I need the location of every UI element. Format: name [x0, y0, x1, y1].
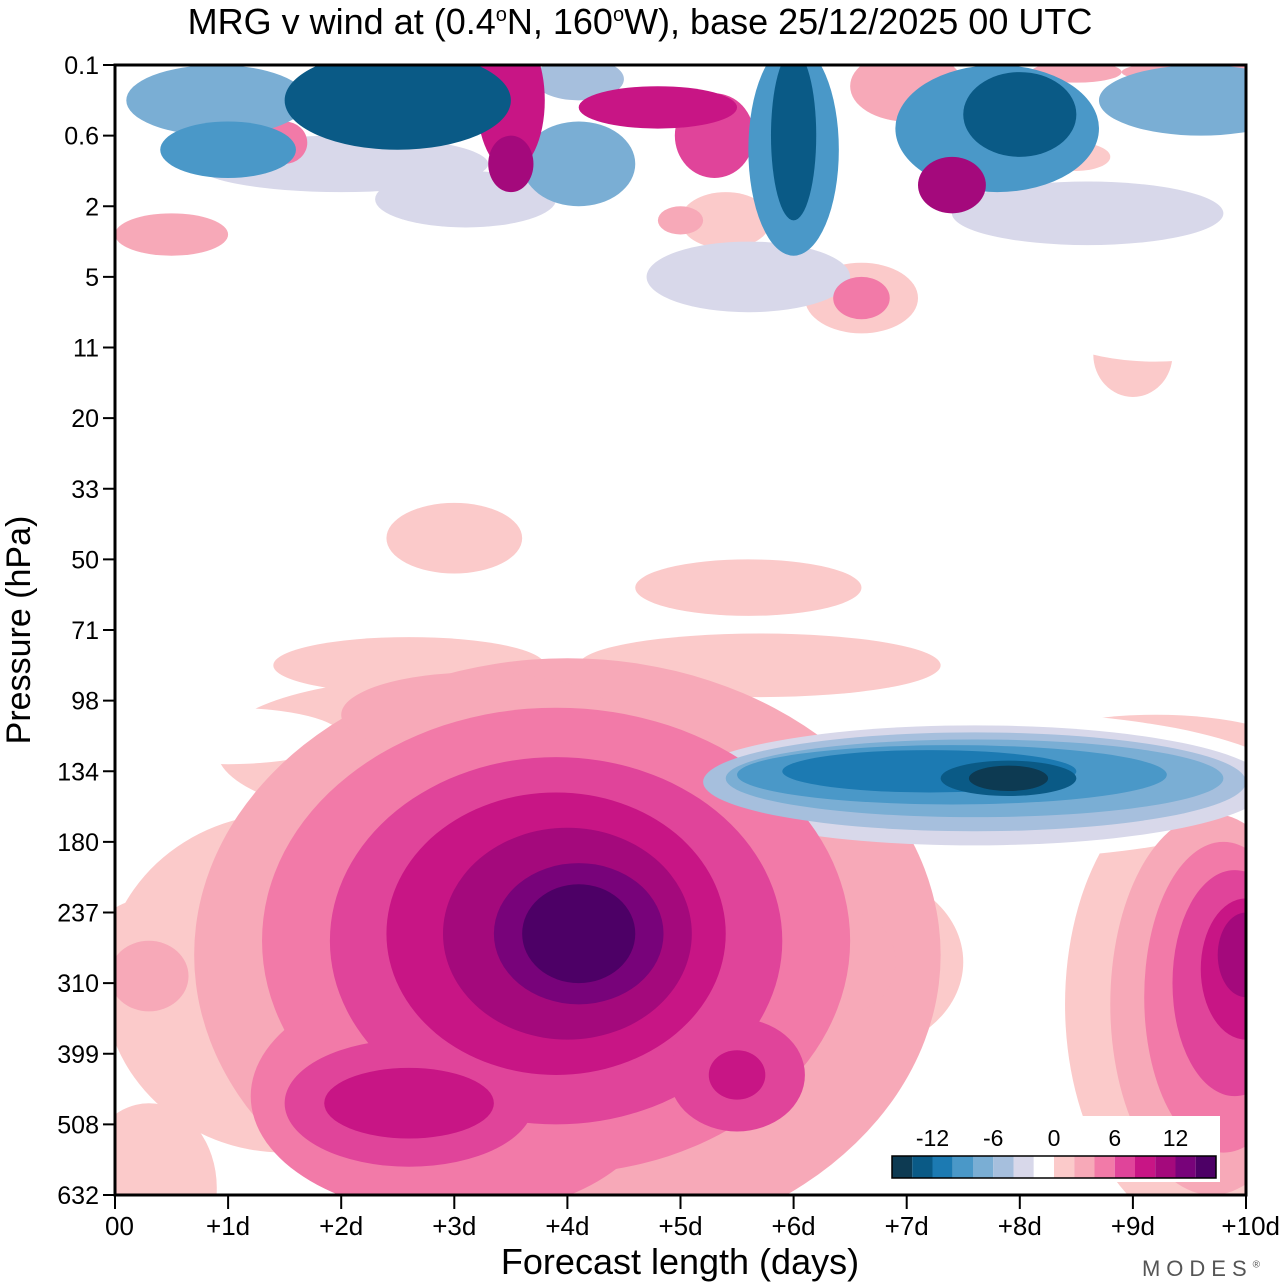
x-tick-label: 00: [105, 1211, 134, 1241]
x-tick-label: +7d: [885, 1211, 929, 1241]
colorbar-swatch: [912, 1156, 933, 1178]
y-tick-label: 0.1: [64, 52, 99, 80]
x-tick-label: +10d: [1221, 1211, 1280, 1241]
colorbar-tick-label: -6: [983, 1125, 1003, 1151]
positive-contour-region: [488, 135, 534, 193]
negative-contour-region: [160, 121, 296, 178]
negative-contour-region: [1099, 65, 1246, 136]
colorbar-tick-label: -12: [916, 1125, 949, 1151]
degree-symbol-2: o: [612, 4, 625, 26]
watermark-mark: ®: [1252, 1259, 1260, 1271]
positive-contour-region: [578, 86, 738, 129]
negative-contour-region: [968, 765, 1049, 792]
negative-contour-region: [963, 72, 1077, 157]
positive-contour-region: [324, 1067, 494, 1139]
colorbar: -12 -6 0 6 12: [888, 1116, 1220, 1182]
positive-contour-region: [657, 206, 704, 235]
title-suffix: W), base 25/12/2025 00 UTC: [624, 1, 1093, 42]
positive-contour-region: [680, 192, 771, 249]
negative-contour-region: [115, 707, 342, 765]
x-tick-label: +9d: [1111, 1211, 1155, 1241]
x-tick-label: +6d: [772, 1211, 816, 1241]
title-prefix: MRG v wind at (0.4: [187, 1, 496, 42]
y-tick-label: 632: [57, 1182, 99, 1210]
x-tick-label: +5d: [658, 1211, 702, 1241]
y-tick-label: 98: [71, 688, 99, 716]
colorbar-swatch: [1094, 1156, 1115, 1178]
modes-watermark: MODES®: [1142, 1256, 1260, 1282]
colorbar-swatch: [993, 1156, 1014, 1178]
y-tick-label: 2: [85, 193, 99, 221]
positive-contour-region: [115, 1103, 217, 1195]
y-tick-label: 33: [71, 476, 99, 504]
colorbar-swatch: [1114, 1156, 1135, 1178]
colorbar-swatch: [1195, 1156, 1216, 1178]
degree-symbol: o: [495, 4, 507, 26]
colorbar-swatch: [1175, 1156, 1196, 1178]
negative-contour-region: [770, 65, 817, 221]
positive-contour-region: [833, 276, 890, 320]
y-tick-label: 71: [71, 617, 99, 645]
x-tick-label: +3d: [432, 1211, 476, 1241]
colorbar-swatch: [1013, 1156, 1034, 1178]
x-tick-label: +8d: [998, 1211, 1042, 1241]
y-tick-label: 399: [57, 1041, 99, 1069]
negative-contour-region: [1042, 276, 1246, 362]
negative-contour-region: [160, 531, 296, 574]
positive-contour-region: [918, 156, 986, 214]
colorbar-tick-label: 6: [1108, 1125, 1121, 1151]
colorbar-swatch: [1033, 1156, 1054, 1178]
positive-contour-region: [522, 884, 636, 984]
y-tick-label: 20: [71, 405, 99, 433]
colorbar-tick-label: 12: [1163, 1125, 1189, 1151]
y-tick-label: 0.6: [64, 123, 99, 151]
negative-contour-region: [126, 65, 308, 136]
y-tick-label: 310: [57, 970, 99, 998]
y-axis-label: Pressure (hPa): [0, 516, 38, 745]
colorbar-swatch: [1155, 1156, 1176, 1178]
y-tick-label: 237: [57, 900, 99, 928]
y-tick-label: 134: [57, 758, 99, 786]
x-tick-label: +1d: [206, 1211, 250, 1241]
x-tick-label: +4d: [545, 1211, 589, 1241]
x-tick-label: +2d: [319, 1211, 363, 1241]
negative-contour-region: [951, 181, 1224, 246]
negative-contour-region: [115, 414, 274, 450]
negative-contour-region: [646, 241, 851, 313]
colorbar-swatch: [932, 1156, 953, 1178]
y-tick-label: 11: [73, 335, 99, 363]
colorbar-tick-label: 0: [1048, 1125, 1061, 1151]
y-axis: 0.1 0.6 2 5 11 20 33 50 71 98 134 180 237 310 399 508 63…: [57, 52, 115, 1210]
colorbar-swatch: [973, 1156, 994, 1178]
positive-contour-region: [115, 940, 189, 1012]
y-tick-label: 180: [57, 829, 99, 857]
y-tick-label: 50: [71, 546, 99, 574]
x-axis: 00 +1d +2d +3d +4d +5d +6d +7d +8d +9d +10d: [105, 1195, 1280, 1241]
colorbar-swatch: [1135, 1156, 1156, 1178]
colorbar-swatch: [952, 1156, 973, 1178]
colorbar-swatch: [1074, 1156, 1095, 1178]
contour-field: [115, 65, 1246, 1195]
title-mid: N, 160: [506, 1, 613, 42]
positive-contour-region: [1217, 912, 1246, 998]
positive-contour-region: [115, 213, 229, 256]
chart-title: MRG v wind at (0.4oN, 160oW), base 25/12…: [0, 0, 1280, 44]
positive-contour-region: [386, 502, 523, 574]
y-tick-label: 5: [85, 264, 99, 292]
positive-contour-region: [635, 559, 862, 616]
negative-contour-region: [522, 121, 636, 207]
colorbar-swatch: [892, 1156, 913, 1178]
colorbar-swatch: [1054, 1156, 1075, 1178]
x-axis-label: Forecast length (days): [501, 1241, 859, 1282]
negative-contour-region: [284, 65, 511, 150]
negative-contour-region: [115, 276, 195, 334]
watermark-text: MODES: [1141, 1256, 1253, 1281]
y-tick-label: 508: [57, 1111, 99, 1139]
colorbar-frame: [891, 1155, 1217, 1179]
negative-contour-region: [533, 65, 624, 101]
positive-contour-region: [708, 1050, 766, 1100]
